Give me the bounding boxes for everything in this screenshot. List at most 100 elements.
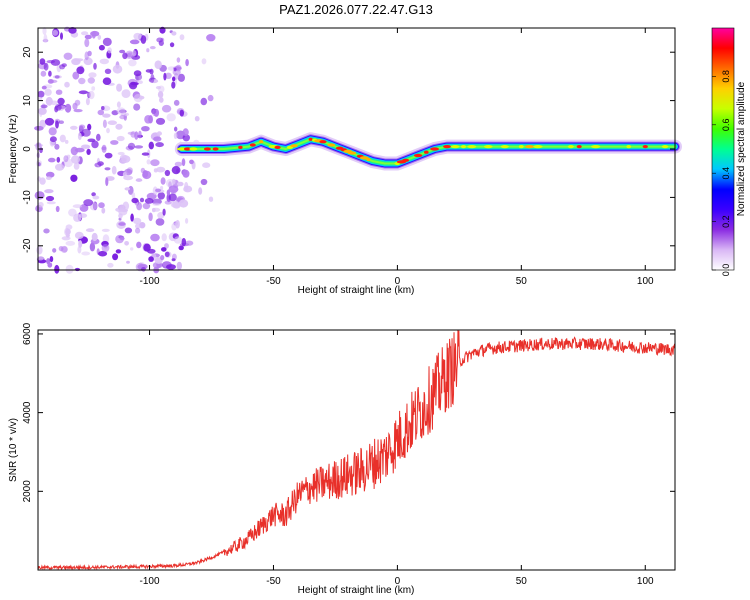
spectrogram-xtick-label: 0 <box>395 276 401 287</box>
noise-blob <box>65 264 74 274</box>
noise-blob <box>198 187 203 195</box>
noise-blob <box>118 222 126 226</box>
noise-blob <box>73 213 82 222</box>
noise-blob <box>112 253 119 261</box>
ridge-hotspot <box>467 145 477 149</box>
noise-blob <box>56 156 61 163</box>
ridge-hotspot <box>176 147 187 151</box>
noise-blob <box>40 70 47 77</box>
noise-blob <box>119 114 127 120</box>
noise-blob <box>84 38 90 48</box>
noise-blob <box>65 224 73 230</box>
ridge-hotspot <box>413 153 423 158</box>
ridge-hotspot <box>626 145 631 149</box>
noise-blob <box>55 205 60 213</box>
ridge-hotspot <box>661 145 669 149</box>
snr-xtick-label: 100 <box>637 576 654 587</box>
noise-blob <box>158 85 165 93</box>
noise-blob <box>146 159 151 165</box>
noise-blob <box>43 228 50 234</box>
noise-blob <box>162 208 166 216</box>
noise-blob <box>133 70 142 77</box>
ridge-hotspot <box>402 158 410 162</box>
noise-blob <box>104 68 112 75</box>
noise-blob <box>171 31 177 36</box>
noise-blob <box>46 176 52 180</box>
spectrogram-ytick-label: -10 <box>22 190 33 205</box>
noise-blob <box>164 243 169 249</box>
noise-blob <box>173 132 178 139</box>
noise-blob <box>63 155 69 163</box>
noise-blob <box>39 58 46 65</box>
noise-blob <box>39 177 46 185</box>
ridge-hotspot <box>518 145 524 149</box>
noise-blob <box>52 29 59 36</box>
ridge-hotspot <box>591 145 601 149</box>
spectrogram-ytick-label: 10 <box>22 95 33 107</box>
noise-blob <box>185 59 189 67</box>
noise-blob <box>98 250 108 257</box>
ridge-hotspot <box>238 145 243 149</box>
snr-ytick-label: 6000 <box>22 322 33 345</box>
noise-blob <box>65 240 76 246</box>
ridge-hotspot <box>327 143 336 147</box>
noise-blob <box>57 97 65 105</box>
snr-ylabel: SNR (10 * v/v) <box>8 418 19 482</box>
noise-blob <box>160 177 166 185</box>
noise-blob <box>101 244 110 252</box>
noise-blob <box>148 256 154 262</box>
noise-blob <box>171 81 176 89</box>
noise-blob <box>102 113 111 118</box>
noise-blob <box>74 58 84 62</box>
noise-blob <box>105 177 109 187</box>
noise-blob <box>126 260 130 264</box>
noise-blob <box>149 46 156 50</box>
noise-blob <box>58 120 64 124</box>
noise-blob <box>112 64 123 74</box>
noise-blob <box>156 166 166 173</box>
noise-blob <box>160 186 164 190</box>
ridge-hotspot <box>642 145 648 149</box>
noise-blob <box>41 85 47 90</box>
spectrogram-xtick-label: -100 <box>140 276 160 287</box>
noise-blob <box>39 119 47 129</box>
ridge-hotspot <box>567 145 574 149</box>
noise-blob <box>91 232 98 242</box>
noise-blob <box>132 50 137 57</box>
noise-blob <box>131 197 139 204</box>
noise-blob <box>111 165 117 175</box>
noise-blob <box>58 246 64 252</box>
ridge-hotspot <box>500 145 509 149</box>
noise-blob <box>118 213 123 219</box>
noise-blob <box>150 159 160 167</box>
noise-blob <box>132 217 142 225</box>
noise-blob <box>89 242 96 252</box>
noise-blob <box>126 167 133 174</box>
snr-xlabel: Height of straight line (km) <box>298 585 415 596</box>
noise-blob <box>68 27 77 34</box>
noise-blob <box>115 234 124 244</box>
noise-blob <box>140 167 146 174</box>
noise-blob <box>171 258 176 262</box>
noise-blob <box>104 152 113 159</box>
noise-blob <box>40 104 48 109</box>
noise-blob <box>91 140 99 149</box>
noise-blob <box>166 179 175 188</box>
noise-blob <box>72 71 80 80</box>
noise-blob <box>200 97 208 106</box>
noise-blob <box>88 90 95 100</box>
colorbar-tick-label: 0.2 <box>721 215 731 228</box>
noise-blob <box>181 238 187 247</box>
noise-blob <box>107 47 112 54</box>
noise-blob <box>54 264 60 274</box>
noise-blob <box>181 158 186 167</box>
noise-blob <box>106 127 110 134</box>
noise-blob <box>63 52 73 60</box>
colorbar-ticks: 0.0 0.2 0.4 0.6 0.8 <box>712 70 731 276</box>
ridge-hotspot <box>290 144 298 148</box>
noise-blob <box>141 126 150 132</box>
noise-blob <box>146 48 150 53</box>
noise-blob <box>135 223 141 229</box>
colorbar-gradient <box>712 28 734 270</box>
noise-blob <box>171 222 177 231</box>
